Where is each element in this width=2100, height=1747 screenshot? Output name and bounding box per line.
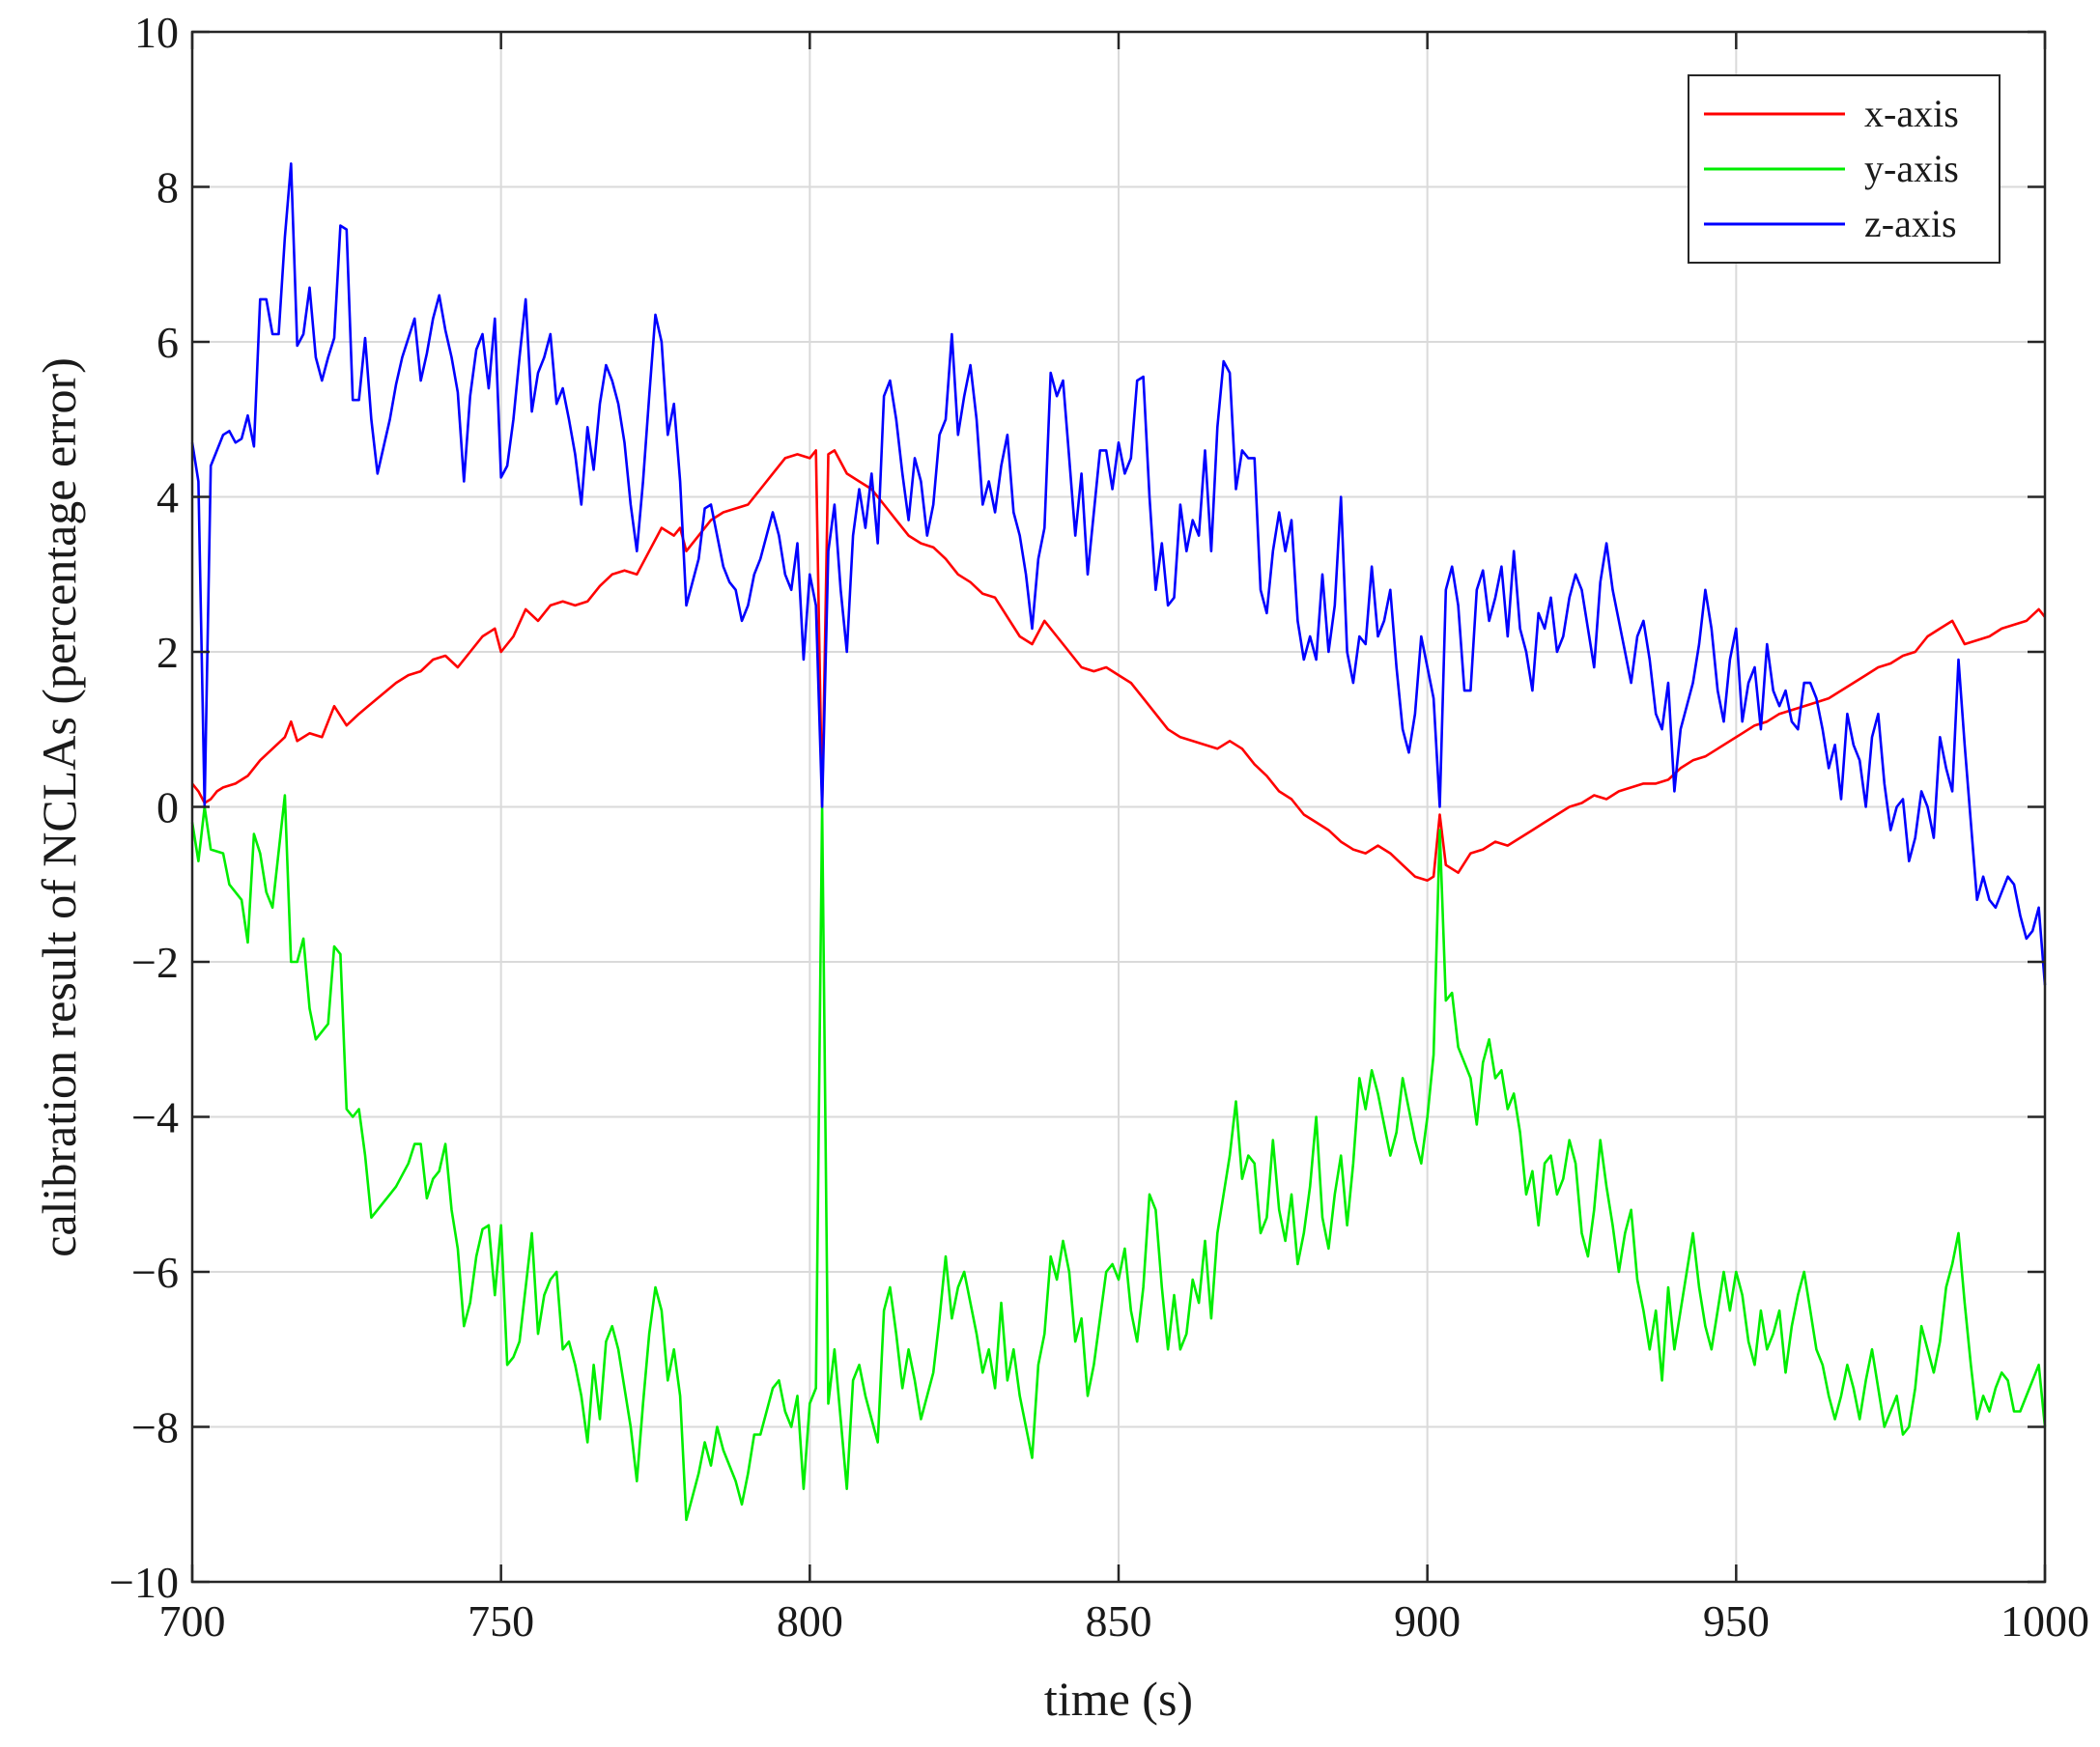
y-tick-label: 10 [134,8,179,57]
series-line-z-axis [190,162,2047,986]
x-axis-label: time (s) [1044,1672,1193,1726]
series-line-y-axis [190,794,2047,1522]
x-tick-label: 700 [159,1596,226,1646]
y-tick-labels: −10 −8 −6 −4 −2 0 2 4 6 8 10 [109,8,179,1607]
y-tick-label: 6 [156,318,179,367]
grid-lines [192,32,2045,1582]
tick-marks [190,30,2047,1584]
y-tick-label: −10 [109,1558,179,1607]
x-tick-label: 800 [777,1596,843,1646]
y-tick-label: −4 [131,1093,179,1142]
x-tick-label: 1000 [2001,1596,2089,1646]
y-tick-label: 8 [156,163,179,212]
x-tick-labels: 700 750 800 850 900 950 1000 [159,1596,2090,1646]
y-axis-label: calibration result of NCLAs (percentage … [32,357,86,1257]
legend-label-x-axis: x-axis [1864,92,1959,135]
series-layer [190,162,2047,1522]
x-tick-label: 950 [1703,1596,1770,1646]
y-tick-label: 2 [156,628,179,677]
y-tick-label: −8 [131,1403,179,1452]
legend: x-axis y-axis z-axis [1688,74,2001,264]
series-line-x-axis [190,449,2047,882]
y-tick-label: 4 [156,473,179,522]
x-tick-label: 900 [1394,1596,1461,1646]
x-tick-label: 750 [468,1596,534,1646]
legend-label-z-axis: z-axis [1864,202,1957,245]
y-tick-label: −2 [131,938,179,987]
y-tick-label: 0 [156,783,179,832]
y-tick-label: −6 [131,1248,179,1297]
legend-label-y-axis: y-axis [1864,147,1959,190]
x-tick-label: 850 [1086,1596,1152,1646]
